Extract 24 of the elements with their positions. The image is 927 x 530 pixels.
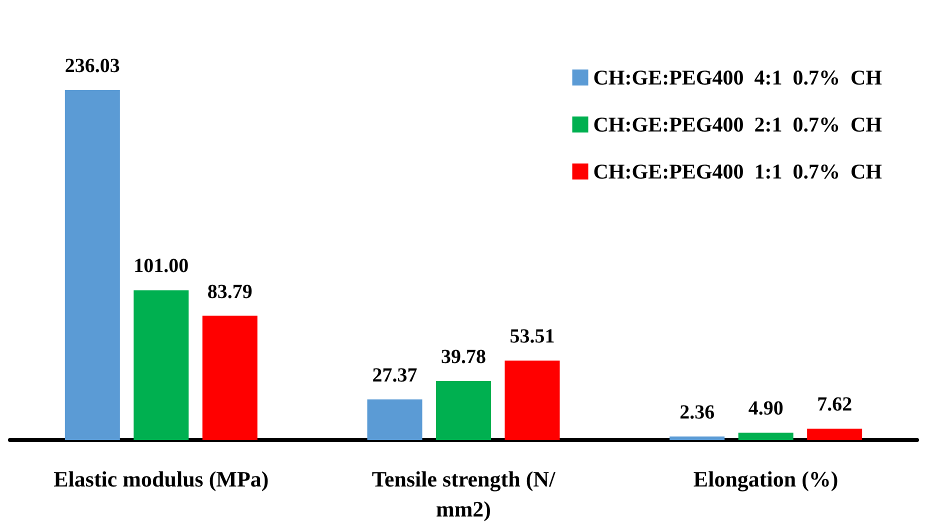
data-label: 27.37 (372, 364, 418, 386)
legend-label: CH:GE:PEG400 1:1 0.7% CH (593, 160, 882, 184)
bar (202, 316, 258, 440)
data-label: 236.03 (64, 55, 120, 77)
bar (367, 399, 422, 440)
x-tick-label: Elastic modulus (MPa) (54, 466, 269, 492)
bar (64, 90, 120, 440)
legend-label: CH:GE:PEG400 4:1 0.7% CH (593, 66, 882, 90)
data-label: 2.36 (680, 402, 715, 424)
data-label: 7.62 (817, 394, 852, 416)
bar (738, 432, 794, 440)
bar (807, 428, 862, 440)
bar (670, 436, 725, 440)
data-label: 39.78 (441, 346, 486, 368)
bar (436, 381, 491, 440)
data-label: 101.00 (134, 255, 189, 278)
data-label: 53.51 (510, 326, 555, 348)
data-label: 83.79 (207, 280, 252, 303)
legend-label: CH:GE:PEG400 2:1 0.7% CH (593, 112, 882, 136)
bar (504, 360, 560, 440)
x-tick-label: Tensile strength (N/mm2) (372, 466, 556, 522)
x-tick-label: Elongation (%) (693, 466, 838, 492)
data-label: 4.90 (748, 398, 784, 420)
bar (134, 290, 189, 440)
